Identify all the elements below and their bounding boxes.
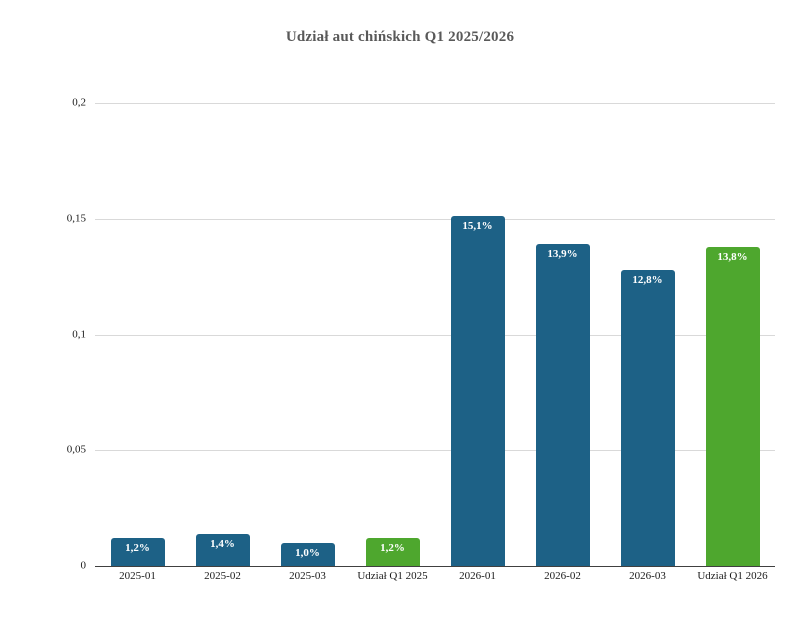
chart-title: Udział aut chińskich Q1 2025/2026 [285,29,515,45]
bar-slot: 13,8% [690,103,775,566]
y-tick-label: 0,15 [66,212,86,225]
x-tick-label: Udział Q1 2025 [357,570,428,582]
bar-value-label: 13,8% [717,250,748,263]
x-tick-label: 2026-03 [629,570,666,582]
bar-slot: 13,9% [520,103,605,566]
x-axis-line [95,566,775,567]
plot-area: 1,2% 1,4% 1,0% 1,2% 15,1% 13,9% 12,8% 13,8% 202… [67,97,775,582]
bar-slot: 12,8% [605,103,690,566]
y-tick-label: 0,2 [72,96,86,109]
bar-udział-q1-2026: 13,8% [705,246,760,566]
bar-2026-01: 15,1% [450,216,505,566]
bar-slot: 1,2% [95,103,180,566]
bar-value-label: 12,8% [632,273,663,286]
gridline [95,450,775,452]
y-tick-label: 0 [80,559,87,572]
x-tick-label: 2025-03 [289,570,326,582]
bar-value-label: 15,1% [462,220,493,233]
gridline [95,103,775,104]
y-tick-label: 0,05 [66,443,86,456]
x-tick-label: 2025-01 [119,570,156,582]
gridline [95,334,775,336]
bar-2025-01: 1,2% [110,538,165,566]
bar-2025-02: 1,4% [195,533,250,566]
bar-udział-q1-2025: 1,2% [365,538,420,566]
x-tick-label: 2025-02 [204,570,241,582]
x-tick-label: 2026-02 [544,570,581,582]
x-tick-label: Udział Q1 2026 [697,570,768,582]
y-tick-label: 0,1 [72,328,86,340]
bar-value-label: 1,4% [210,537,235,550]
x-axis-labels: 2025-01 2025-02 2025-03 Udział Q1 2025 2026-… [95,570,775,583]
bar-value-label: 1,2% [125,542,150,555]
bar-slot: 1,0% [265,103,350,566]
bar-value-label: 1,0% [295,546,320,559]
bars-row: 1,2% 1,4% 1,0% 1,2% 15,1% 13,9% 12,8% 13,8% [95,103,775,566]
bar-2026-03: 12,8% [620,269,675,566]
bar-slot: 1,2% [350,103,435,566]
bar-2026-02: 13,9% [535,244,590,566]
bar-value-label: 1,2% [380,542,405,555]
bar-2025-03: 1,0% [280,542,335,566]
gridline [95,218,775,220]
bar-slot: 15,1% [435,103,520,566]
x-tick-label: 2026-01 [459,570,496,582]
bar-value-label: 13,9% [547,248,578,261]
bar-slot: 1,4% [180,103,265,566]
